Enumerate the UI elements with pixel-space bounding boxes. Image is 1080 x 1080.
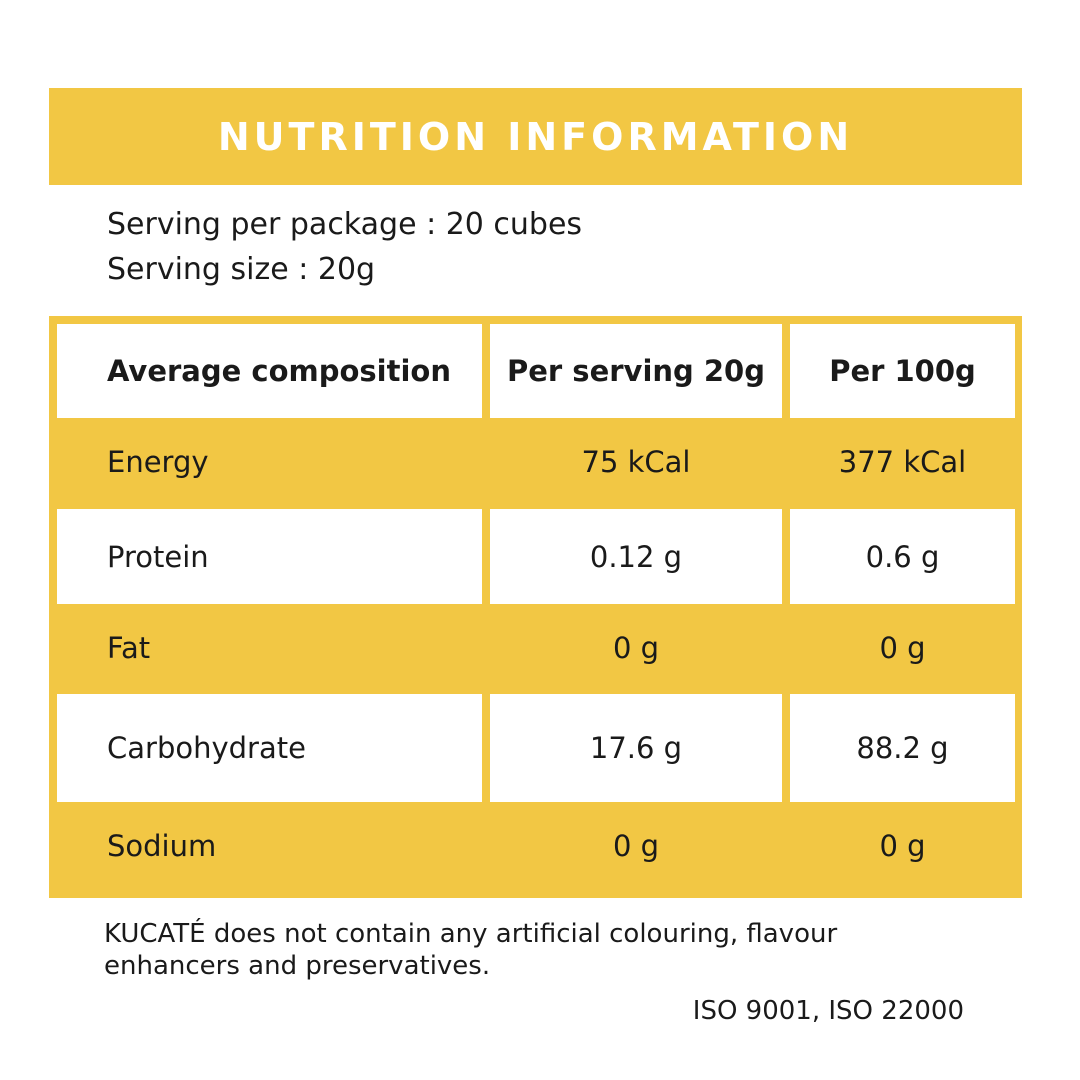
- title-bar: NUTRITION INFORMATION: [49, 88, 1022, 185]
- row-energy-label: Energy: [107, 445, 209, 479]
- row-sodium-serving: 0 g: [612, 829, 660, 863]
- page-title: NUTRITION INFORMATION: [217, 114, 854, 159]
- serving-per-package: Serving per package : 20 cubes: [107, 207, 583, 242]
- header-per-100g: Per 100g: [790, 324, 1015, 418]
- row-fat-label: Fat: [107, 631, 151, 665]
- row-sodium-100g: 0 g: [879, 829, 926, 863]
- row-carbohydrate-label: Carbohydrate: [57, 694, 482, 802]
- row-energy-serving: 75 kCal: [581, 445, 691, 479]
- ingredient-note: KUCATÉ does not contain any artificial c…: [104, 919, 838, 981]
- certifications: ISO 9001, ISO 22000: [692, 996, 964, 1026]
- row-protein-label: Protein: [57, 509, 482, 604]
- row-fat-serving: 0 g: [612, 631, 660, 665]
- row-fat-100g: 0 g: [879, 631, 926, 665]
- row-carbohydrate-serving: 17.6 g: [490, 694, 782, 802]
- header-per-serving: Per serving 20g: [490, 324, 782, 418]
- row-sodium-label: Sodium: [107, 829, 217, 863]
- serving-size: Serving size : 20g: [107, 252, 376, 287]
- row-energy-100g: 377 kCal: [838, 445, 967, 479]
- row-protein-serving: 0.12 g: [490, 509, 782, 604]
- nutrition-table: Average composition Per serving 20g Per …: [49, 316, 1022, 898]
- header-average-composition: Average composition: [57, 324, 482, 418]
- row-protein-100g: 0.6 g: [790, 509, 1015, 604]
- row-carbohydrate-100g: 88.2 g: [790, 694, 1015, 802]
